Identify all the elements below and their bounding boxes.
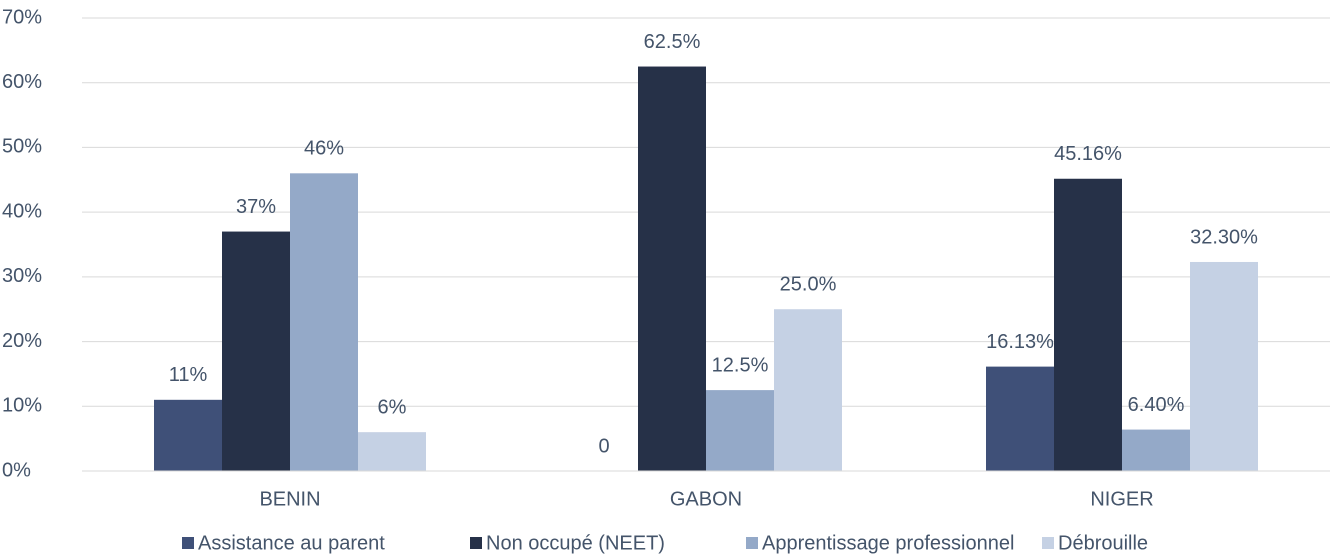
y-tick-label: 0%	[2, 459, 31, 481]
value-label: 0	[598, 435, 609, 457]
y-tick-label: 20%	[2, 330, 42, 352]
value-label: 37%	[236, 196, 276, 218]
bar	[774, 309, 842, 471]
legend-label: Débrouille	[1058, 532, 1148, 554]
legend-label: Apprentissage professionnel	[762, 532, 1014, 554]
value-label: 6%	[378, 396, 407, 418]
value-label: 45.16%	[1054, 143, 1122, 165]
bar	[358, 432, 426, 471]
value-label: 6.40%	[1128, 394, 1185, 416]
value-label: 12.5%	[712, 354, 769, 376]
bar	[1054, 178, 1122, 471]
legend-swatch	[470, 537, 482, 549]
y-tick-label: 30%	[2, 265, 42, 287]
bar	[290, 173, 358, 472]
y-tick-label: 10%	[2, 395, 42, 417]
value-label: 32.30%	[1190, 226, 1258, 248]
bar	[154, 399, 222, 471]
value-label: 62.5%	[644, 31, 701, 53]
value-label: 46%	[304, 138, 344, 160]
x-tick-label: BENIN	[259, 488, 320, 510]
legend-swatch	[746, 537, 758, 549]
legend-swatch	[182, 537, 194, 549]
bar	[638, 66, 706, 472]
legend-swatch	[1042, 537, 1054, 549]
y-tick-label: 40%	[2, 200, 42, 222]
value-label: 25.0%	[780, 273, 837, 295]
bar	[1122, 429, 1190, 471]
x-tick-label: NIGER	[1090, 488, 1153, 510]
legend-label: Non occupé (NEET)	[486, 532, 665, 554]
bar	[1190, 261, 1258, 471]
y-tick-label: 70%	[2, 6, 42, 28]
y-tick-label: 60%	[2, 71, 42, 93]
bar	[706, 390, 774, 471]
bar	[222, 231, 290, 471]
legend-label: Assistance au parent	[198, 532, 385, 554]
x-tick-label: GABON	[670, 488, 742, 510]
y-tick-label: 50%	[2, 136, 42, 158]
bar	[986, 366, 1054, 471]
value-label: 16.13%	[986, 331, 1054, 353]
value-label: 11%	[169, 364, 208, 386]
